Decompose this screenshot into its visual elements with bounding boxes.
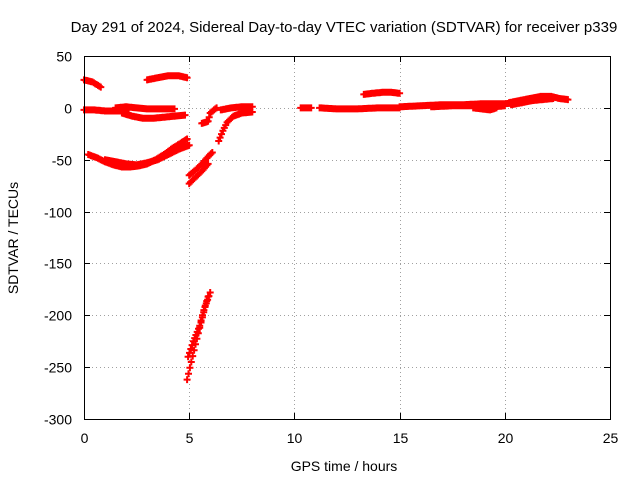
data-point-markers <box>360 88 404 98</box>
data-points <box>80 72 572 384</box>
series-arc-4 <box>101 141 193 169</box>
data-point-markers <box>185 160 212 188</box>
data-point-markers <box>469 104 500 114</box>
y-tick-label: -50 <box>52 153 72 169</box>
data-point-markers <box>316 104 404 113</box>
series-arc-10 <box>185 149 216 179</box>
series-arc-7 <box>143 72 191 84</box>
y-tick-label: -200 <box>44 308 72 324</box>
x-tick-label: 0 <box>81 430 89 446</box>
data-point-markers <box>217 103 256 114</box>
series-arc-6 <box>118 109 189 122</box>
data-point-markers <box>215 108 256 145</box>
data-point-markers <box>112 103 178 113</box>
series-arc-13 <box>215 108 256 145</box>
y-tick-label: 0 <box>64 101 72 117</box>
x-tick-label: 20 <box>498 430 514 446</box>
x-tick-label: 15 <box>393 430 409 446</box>
data-point-markers <box>507 95 557 109</box>
series-arc-15 <box>297 104 315 112</box>
series-arc-11 <box>185 160 212 188</box>
data-point-markers <box>297 104 315 112</box>
plot-frame <box>84 56 611 420</box>
data-point-markers <box>185 149 216 179</box>
series-arc-22 <box>507 95 557 109</box>
y-tick-label: 50 <box>56 49 72 65</box>
data-point-markers <box>143 72 191 84</box>
y-tick-label: -250 <box>44 360 72 376</box>
data-point-markers <box>101 141 193 169</box>
y-tick-label: -300 <box>44 412 72 428</box>
y-axis-label: SDTVAR / TECUs <box>5 182 21 294</box>
data-point-markers <box>183 289 214 384</box>
series-arc-20 <box>469 104 500 114</box>
x-tick-label: 25 <box>603 430 619 446</box>
chart-title: Day 291 of 2024, Sidereal Day-to-day VTE… <box>71 19 618 36</box>
data-point-markers <box>198 104 221 127</box>
series-arc-5 <box>112 103 178 113</box>
series-arc-14 <box>217 103 256 114</box>
series-arc-12 <box>198 104 221 127</box>
data-point-markers <box>118 109 189 122</box>
grid <box>84 56 610 419</box>
series-arc-17 <box>360 88 404 98</box>
x-axis-label: GPS time / hours <box>291 458 398 474</box>
series-arc-16 <box>316 104 404 113</box>
y-tick-label: -150 <box>44 256 72 272</box>
axis-ticks: 0 5 10 15 20 25 -300 -250 -200 -150 -100 -50 0 50 <box>44 49 619 447</box>
series-arc-9 <box>183 289 214 384</box>
x-tick-label: 5 <box>186 430 194 446</box>
x-tick-label: 10 <box>287 430 303 446</box>
y-tick-label: -100 <box>44 205 72 221</box>
